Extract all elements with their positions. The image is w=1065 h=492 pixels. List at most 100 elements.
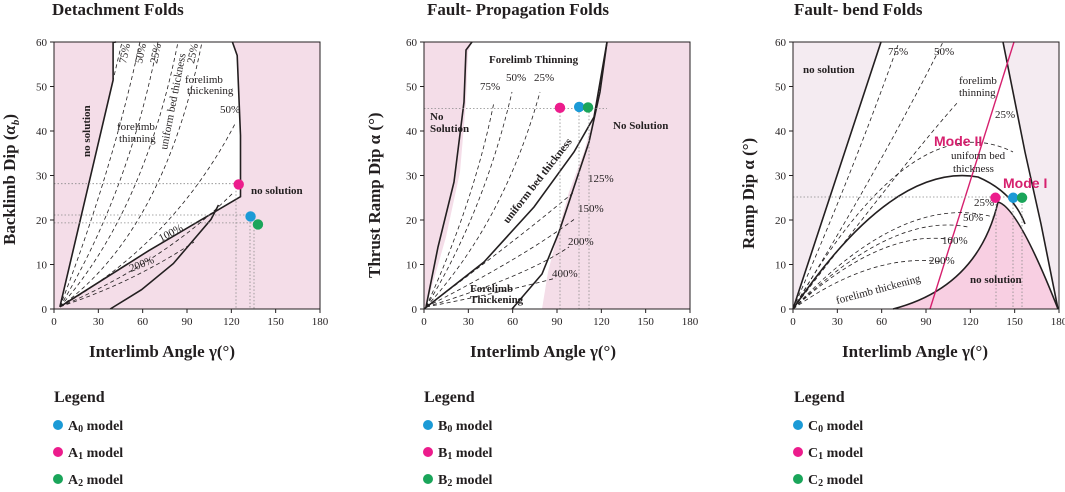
chart-title: Detachment Folds (52, 0, 184, 19)
data-point-a0-model (245, 211, 256, 222)
axis-ticks: 0 30 60 90 120 150 180 0 10 20 30 40 50 60 (406, 37, 699, 328)
data-point-a2-model (252, 219, 264, 230)
legend-swatch (53, 474, 63, 484)
label-forelimb-thickening-2: Thickening (470, 294, 524, 306)
label-no-solution-left-1: No (430, 111, 444, 123)
x-tick-label: 0 (790, 316, 796, 328)
label-pct-25b: 25% (185, 42, 201, 64)
x-axis-label: Interlimb Angle γ(°) (470, 342, 616, 361)
axis-ticks: 0 30 60 90 120 150 180 0 10 20 30 40 50 60 (775, 37, 1065, 328)
contour-150 (425, 217, 577, 308)
y-tick-label: 50 (406, 82, 418, 94)
x-tick-label: 90 (552, 316, 564, 328)
label-pct-50: 50% (133, 42, 149, 64)
legend-swatch (53, 447, 63, 457)
chart-detachment-folds: Detachment Folds no solution no solution… (0, 0, 329, 489)
data-point-c0-model (1007, 192, 1019, 203)
label-pct-400: 400% (552, 268, 578, 280)
x-tick-label: 90 (182, 316, 194, 328)
legend: Legend C0 model C1 model C2 model (793, 389, 863, 489)
x-tick-label: 120 (593, 316, 610, 328)
legend-swatch (423, 474, 433, 484)
y-tick-label: 10 (36, 260, 48, 272)
y-tick-label: 60 (406, 37, 418, 49)
legend-title: Legend (54, 389, 105, 406)
label-pct-25: 25% (534, 72, 554, 84)
x-tick-label: 180 (682, 316, 699, 328)
contour-25-left (59, 41, 159, 308)
y-tick-label: 20 (406, 215, 418, 227)
label-mode-ii: Mode II (934, 133, 982, 149)
data-points (233, 179, 264, 230)
legend: Legend A0 model A1 model A2 model (53, 389, 123, 489)
y-tick-label: 60 (775, 37, 787, 49)
x-tick-label: 150 (1006, 316, 1023, 328)
legend-swatch (423, 447, 433, 457)
legend: Legend B0 model B1 model B2 model (423, 389, 493, 489)
chart-fault-propagation-folds: Fault- Propagation Folds No Solution No … (365, 0, 699, 489)
contour-50-right (59, 121, 237, 308)
legend-label: C2 model (808, 473, 863, 489)
label-pct-125: 125% (588, 173, 614, 185)
label-forelimb-thinning-1: forelimb (959, 75, 997, 87)
label-no-solution-left-2: Solution (430, 123, 469, 135)
data-point-c1-model (990, 192, 1001, 203)
axis-ticks: 0 30 60 90 120 150 180 0 10 20 30 40 50 60 (36, 37, 329, 328)
x-tick-label: 30 (93, 316, 105, 328)
legend-swatch (793, 474, 803, 484)
label-forelimb-thinning-1: forelimb (117, 121, 155, 133)
legend-swatch (793, 420, 803, 430)
contour-100 (59, 191, 235, 308)
y-tick-label: 40 (775, 126, 787, 138)
boundary-left (425, 41, 473, 308)
contour-25-right (59, 41, 203, 308)
y-axis-label: Ramp Dip α (°) (739, 138, 758, 249)
label-pct-25: 25% (148, 42, 164, 64)
data-point-c2-model (1016, 192, 1028, 203)
x-tick-label: 150 (267, 316, 284, 328)
chart-fault-bend-folds: Fault- bend Folds no solution no solutio… (739, 0, 1065, 489)
x-axis-label: Interlimb Angle γ(°) (842, 342, 988, 361)
label-pct-50: 50% (934, 46, 954, 58)
data-point-b2-model (582, 102, 594, 113)
label-uniform-2: thickness (953, 163, 994, 175)
label-uniform-1: uniform bed (951, 150, 1006, 162)
mode-ii-line (929, 41, 1015, 310)
legend-item: A0 model (53, 419, 123, 435)
contour-75 (792, 41, 900, 310)
data-points (554, 101, 594, 114)
label-pct-200: 200% (929, 255, 955, 267)
contour-75 (425, 101, 495, 308)
label-pct-25-top: 25% (995, 109, 1015, 121)
y-tick-label: 30 (775, 171, 787, 183)
y-tick-label: 10 (775, 260, 787, 272)
chart-title: Fault- Propagation Folds (427, 0, 609, 19)
x-tick-label: 180 (1051, 316, 1065, 328)
legend-label: A2 model (68, 473, 123, 489)
y-axis-label: Backlimb Dip (αb) (0, 114, 22, 245)
x-tick-label: 0 (51, 316, 57, 328)
label-pct-50b: 50% (963, 212, 983, 224)
legend-item: B0 model (423, 419, 493, 435)
label-no-solution-right: No Solution (613, 120, 668, 132)
legend-swatch (423, 420, 433, 430)
boundary-uniform (423, 41, 608, 310)
boundary-top-right (1002, 41, 1059, 310)
contour-50 (425, 91, 513, 308)
contour-100 (792, 237, 954, 310)
legend-item: B1 model (423, 446, 493, 462)
label-pct-50: 50% (506, 72, 526, 84)
label-forelimb-thinning-2: thinning (119, 133, 156, 145)
boundary-lower (109, 204, 220, 310)
contour-25-top (792, 141, 1014, 310)
y-tick-label: 50 (775, 82, 787, 94)
legend-item: A1 model (53, 446, 123, 462)
label-pct-200: 200% (568, 236, 594, 248)
legend-label: A0 model (68, 419, 123, 435)
label-no-solution-right: no solution (251, 185, 303, 197)
label-no-solution-left: no solution (81, 105, 93, 157)
x-tick-label: 180 (312, 316, 329, 328)
region-valid-detachment (59, 42, 241, 307)
label-pct-50b: 50% (220, 104, 240, 116)
label-no-solution-bottom: no solution (970, 274, 1022, 286)
